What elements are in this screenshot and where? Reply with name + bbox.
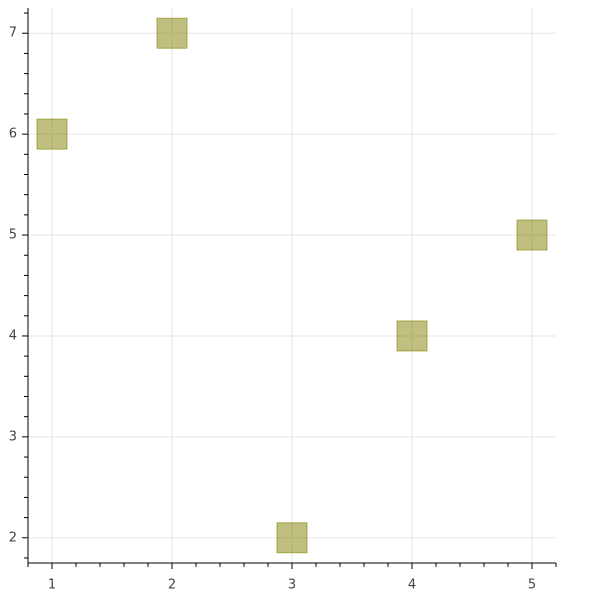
marker	[276, 522, 308, 554]
marker	[396, 320, 428, 352]
marker	[156, 17, 188, 49]
y-tick-label: 5	[9, 228, 17, 243]
y-tick-label: 2	[9, 530, 17, 545]
x-tick-label: 3	[288, 578, 296, 593]
marker	[36, 118, 68, 150]
x-tick-label: 4	[408, 578, 416, 593]
y-tick-label: 4	[9, 328, 17, 343]
x-tick-label: 5	[528, 578, 536, 593]
marker	[516, 219, 548, 251]
x-tick-label: 2	[168, 578, 176, 593]
y-tick-label: 3	[9, 429, 17, 444]
x-tick-label: 1	[48, 578, 56, 593]
y-tick-label: 7	[9, 26, 17, 41]
y-tick-label: 6	[9, 127, 17, 142]
